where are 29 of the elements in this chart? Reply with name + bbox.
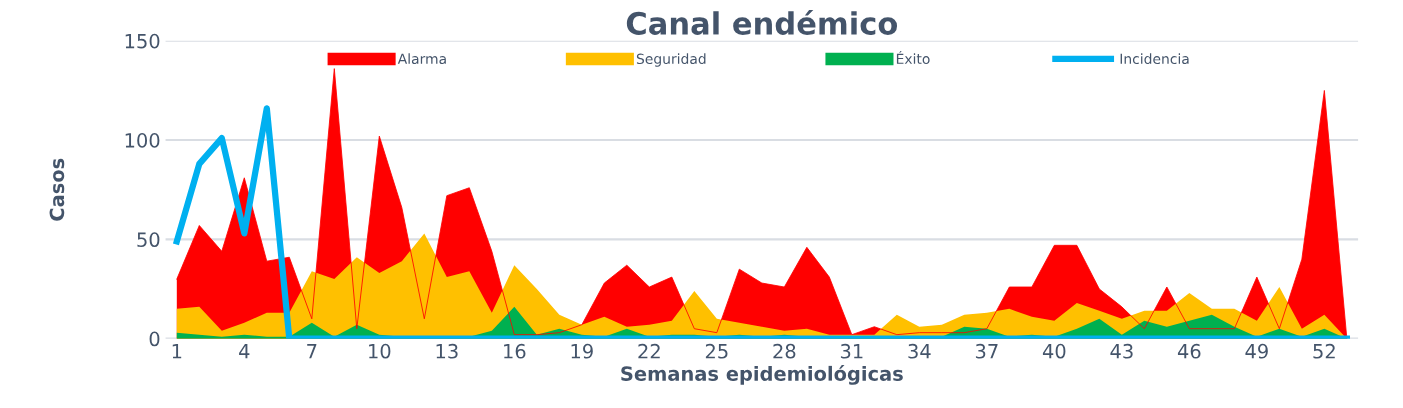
legend-label: Incidencia <box>1120 53 1189 65</box>
x-tick-label: 34 <box>908 343 931 359</box>
y-axis-title: Casos <box>49 158 65 221</box>
x-tick-label: 16 <box>504 343 526 359</box>
y-tick-label: 150 <box>125 33 160 49</box>
x-tick-label: 49 <box>1245 343 1268 359</box>
x-tick-label: 4 <box>239 344 250 359</box>
chart-title: Canal endémico <box>626 10 898 35</box>
x-tick-label: 25 <box>705 343 728 359</box>
x-tick-label: 19 <box>571 343 593 359</box>
x-tick-label: 28 <box>773 343 796 359</box>
x-tick-label: 7 <box>307 344 317 359</box>
y-tick-label: 0 <box>149 331 160 347</box>
x-tick-label: 40 <box>1042 343 1066 359</box>
legend-label: Seguridad <box>636 53 706 67</box>
x-tick-label: 22 <box>638 343 660 359</box>
x-tick-label: 1 <box>172 344 182 359</box>
x-tick-label: 37 <box>975 343 998 359</box>
x-tick-label: 10 <box>369 343 391 359</box>
x-tick-label: 31 <box>840 343 863 359</box>
x-tick-label: 46 <box>1177 343 1201 359</box>
x-tick-label: 52 <box>1313 343 1335 359</box>
y-tick-label: 100 <box>125 133 160 148</box>
y-tick-label: 50 <box>137 232 160 248</box>
x-tick-label: 43 <box>1110 343 1133 359</box>
legend-label: Éxito <box>896 51 930 65</box>
legend-label: Alarma <box>397 53 446 65</box>
x-tick-label: 13 <box>436 343 458 359</box>
x-axis-title: Semanas epidemiológicas <box>621 365 903 385</box>
